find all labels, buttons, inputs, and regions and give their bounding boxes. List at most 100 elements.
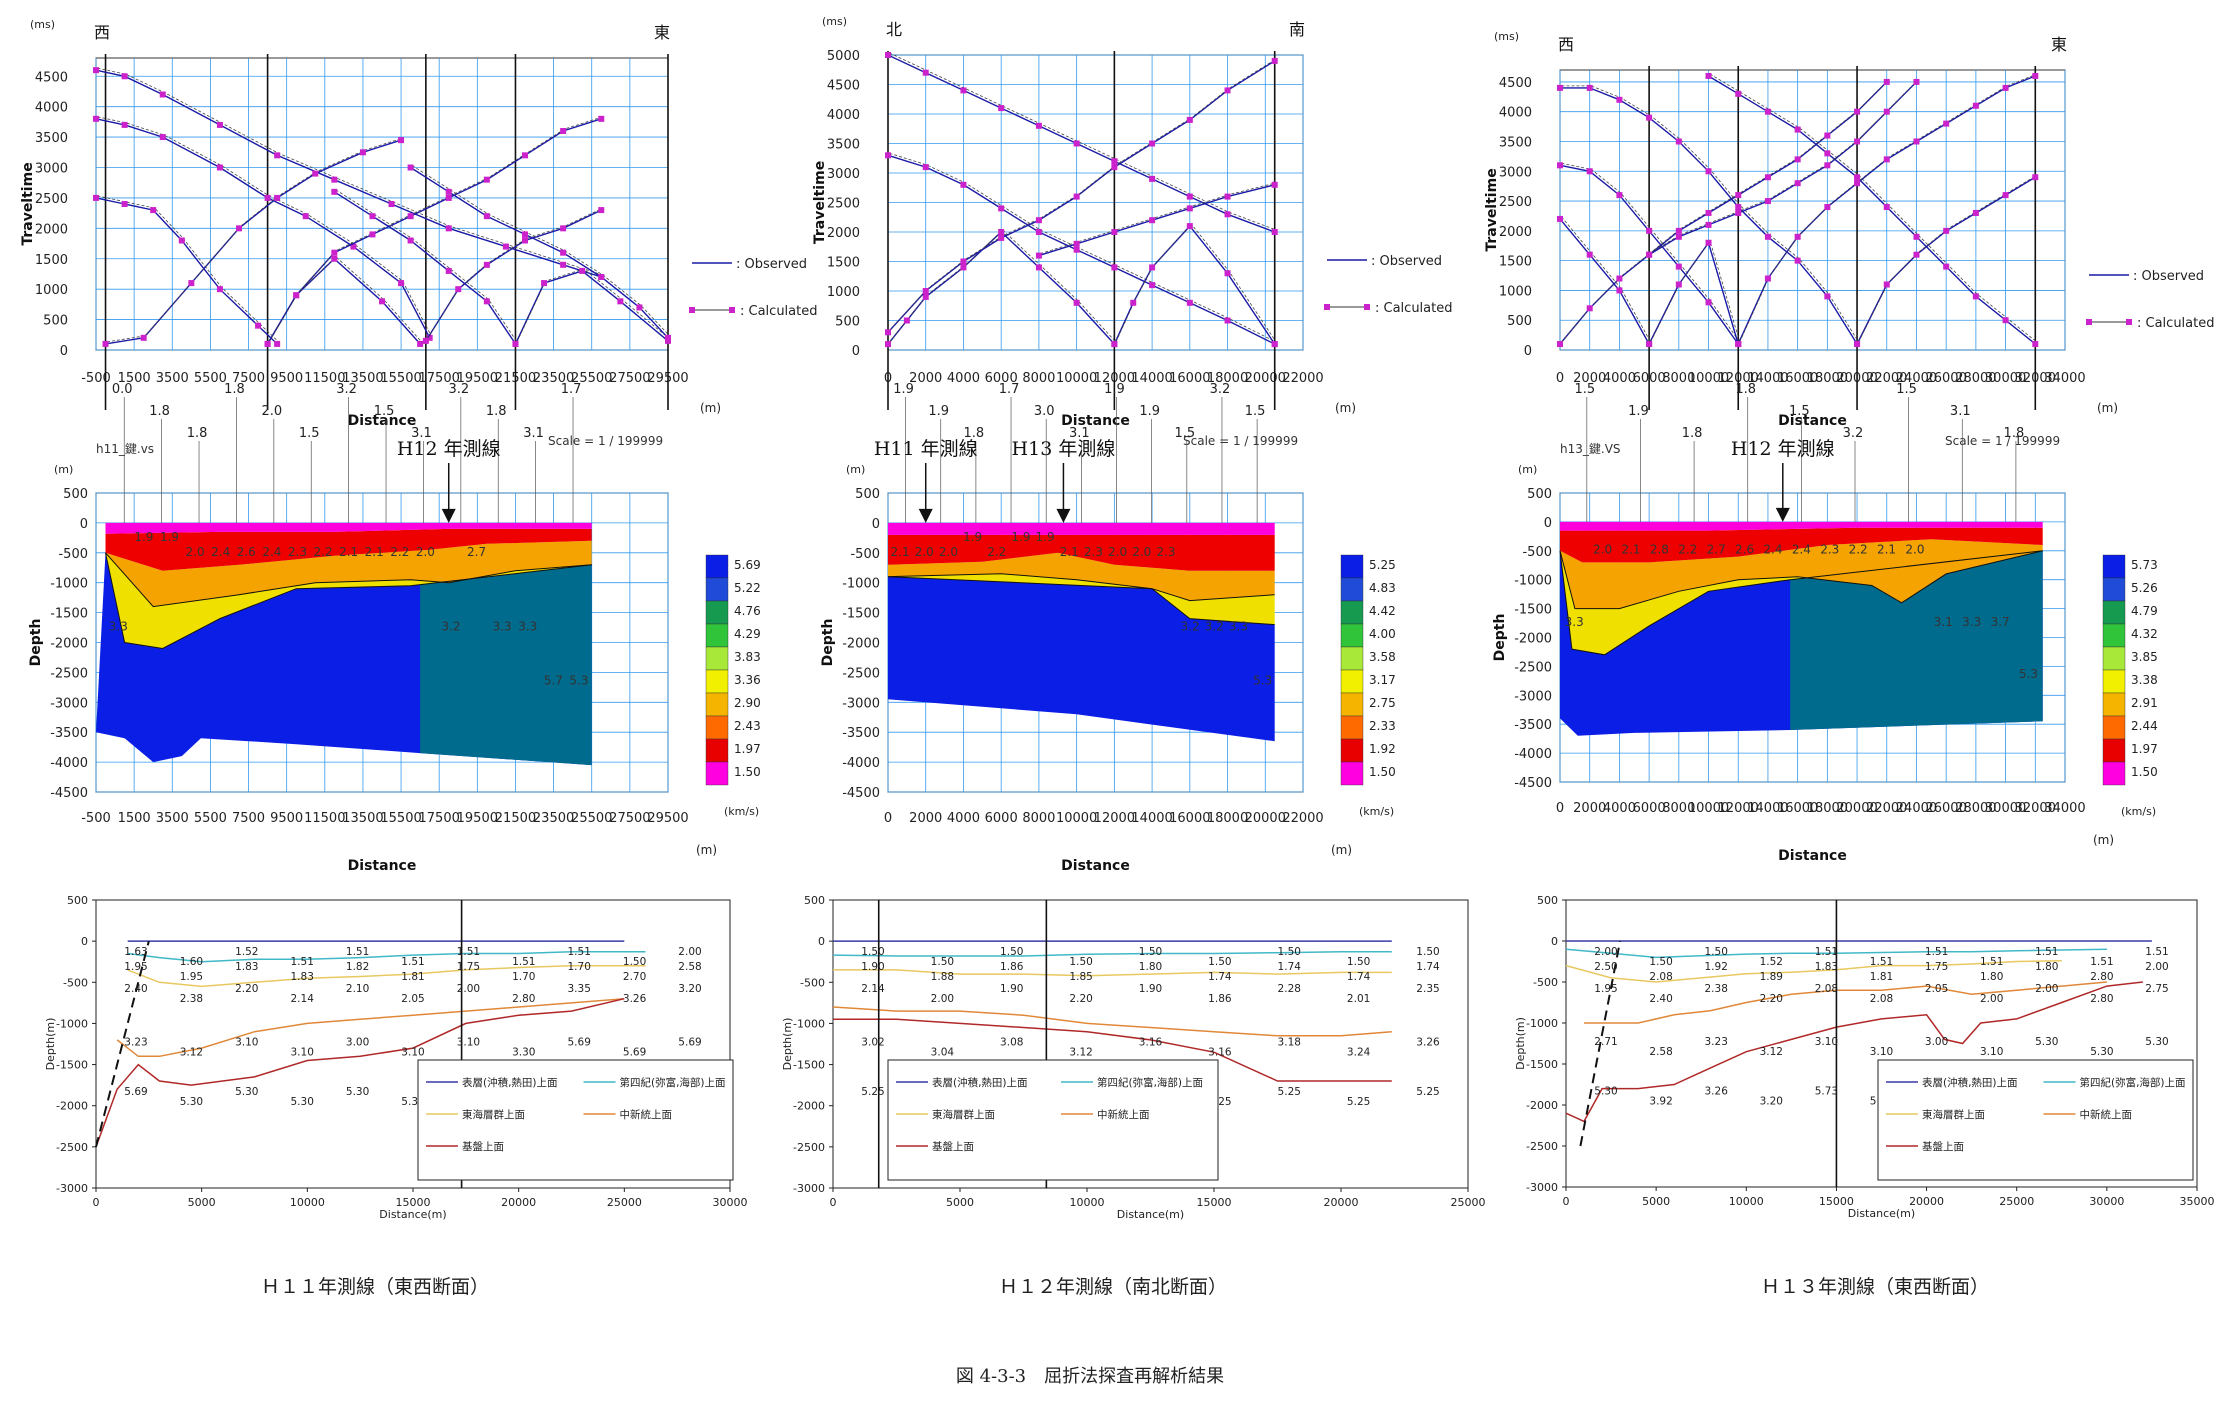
data-point <box>359 149 366 156</box>
data-point <box>2032 341 2039 348</box>
x-tick-label: 0 <box>830 1196 837 1209</box>
data-point <box>1883 204 1890 211</box>
data-point <box>1764 174 1771 181</box>
layer-velocity-label: 5.30 <box>180 1096 203 1108</box>
x-tick-label: 13500 <box>342 811 383 826</box>
layer-velocity-label: 2.38 <box>1705 983 1728 995</box>
y-tick-label: -2000 <box>842 637 880 652</box>
x-tick-label: 16000 <box>1777 371 1818 386</box>
layer-velocity-label: 2.58 <box>1649 1046 1672 1058</box>
data-point <box>1705 72 1712 79</box>
data-point <box>1271 229 1278 235</box>
layer-velocity-label: 5.69 <box>124 1086 147 1098</box>
data-point <box>1883 108 1890 115</box>
boundary-series <box>832 1006 1392 1037</box>
y-axis-label: Depth(m) <box>781 1018 794 1071</box>
layer-velocity-label: 2.80 <box>2090 971 2113 983</box>
x-tick-label: -500 <box>81 811 111 826</box>
x-tick-label: 22000 <box>1282 811 1323 826</box>
data-point <box>960 258 967 265</box>
y-tick-label: -3000 <box>1526 1181 1558 1194</box>
y-tick-label: 4500 <box>1499 76 1532 91</box>
data-point <box>1764 275 1771 282</box>
layer-velocity-label: 5.30 <box>2090 1046 2113 1058</box>
y-tick-label: 0 <box>80 517 88 532</box>
layer-velocity-label: 1.50 <box>1416 946 1439 958</box>
data-point <box>379 298 385 305</box>
data-point <box>426 334 433 341</box>
layer-velocity-label: 2.14 <box>861 983 885 995</box>
calculated-curve <box>268 256 422 343</box>
colorbar-label: 3.36 <box>734 673 761 687</box>
direction-right-label: 東 <box>654 23 670 42</box>
scale-label: Scale = 1 / 199999 <box>548 434 663 448</box>
boundary-series <box>127 951 646 963</box>
legend-observed-label: : Observed <box>736 257 807 272</box>
data-point <box>998 234 1005 241</box>
layer-velocity-label: 1.52 <box>235 946 258 958</box>
colorbar-label: 3.17 <box>1369 673 1396 687</box>
layer-velocity-label: 1.70 <box>568 961 591 973</box>
data-point <box>1913 251 1920 258</box>
layer-velocity-label: 2.10 <box>346 983 369 995</box>
x-tick-label: 22000 <box>1866 801 1907 816</box>
layer-velocity-label: 2.80 <box>2090 993 2113 1005</box>
data-point <box>903 317 910 324</box>
data-point <box>1854 138 1861 145</box>
y-tick-label: 500 <box>1537 894 1558 907</box>
x-unit: (m) <box>2093 833 2114 847</box>
data-point <box>388 201 395 207</box>
cell-velocity-label: 1.9 <box>1036 530 1055 544</box>
data-point <box>598 207 605 214</box>
layer-velocity-label: 5.25 <box>1278 1086 1301 1098</box>
layer-velocity-label: 2.00 <box>678 946 701 958</box>
calculated-curve <box>97 67 603 276</box>
layer-velocity-label: 1.74 <box>1278 961 1302 973</box>
layer-velocity-label: 1.83 <box>1815 961 1838 973</box>
layer-velocity-label: 5.69 <box>568 1037 591 1049</box>
legend-calculated-label: : Calculated <box>2137 316 2214 331</box>
colorbar-label: 4.83 <box>1369 581 1396 595</box>
layer-velocity-label: 1.95 <box>180 971 203 983</box>
x-tick-label: 7500 <box>232 811 265 826</box>
x-tick-label: 15000 <box>1197 1196 1232 1209</box>
data-point <box>1224 193 1231 200</box>
layer-velocity-label: 1.88 <box>931 971 954 983</box>
colorbar-label: 1.50 <box>2131 765 2158 779</box>
cell-velocity-label: 1.9 <box>160 530 179 544</box>
legend-calculated-label: : Calculated <box>740 304 817 319</box>
layer-velocity-label: 1.51 <box>1980 956 2003 968</box>
layer-velocity-label: 2.05 <box>401 993 424 1005</box>
y-tick-label: -2000 <box>793 1100 825 1113</box>
interval-velocity-label: 1.9 <box>893 382 914 397</box>
y-unit: (ms) <box>1494 30 1519 43</box>
layer-velocity-label: 1.74 <box>1416 961 1440 973</box>
y-tick-label: 2500 <box>1499 195 1532 210</box>
legend-label: 基盤上面 <box>462 1140 504 1153</box>
interval-velocity-label: 1.5 <box>374 404 395 419</box>
layer-velocity-label: 3.23 <box>1705 1036 1728 1048</box>
data-point <box>1186 223 1193 230</box>
colorbar-label: 2.90 <box>734 696 761 710</box>
y-tick-label: -1500 <box>50 607 88 622</box>
data-point <box>2002 317 2009 324</box>
x-tick-label: 23500 <box>533 371 574 386</box>
x-tick-label: 32000 <box>2015 801 2056 816</box>
cell-velocity-label: 2.2 <box>987 545 1006 559</box>
observed-curve <box>1559 81 1888 345</box>
cell-velocity-label: 2.0 <box>1905 543 1924 557</box>
boundary-series <box>1565 981 2143 1123</box>
colorbar-swatch <box>2102 646 2126 671</box>
x-tick-label: 26000 <box>1925 371 1966 386</box>
colorbar-unit: (km/s) <box>724 805 759 818</box>
interval-velocity-label: 3.1 <box>411 426 432 441</box>
interval-velocity-label: 3.2 <box>1210 382 1231 397</box>
legend-observed-label: : Observed <box>2133 269 2204 284</box>
x-tick-label: 30000 <box>1985 371 2026 386</box>
data-point <box>1824 204 1831 211</box>
y-tick-label: -2000 <box>50 637 88 652</box>
y-tick-label: 4000 <box>35 101 68 116</box>
data-point <box>1705 168 1712 175</box>
cell-velocity-label: 3.2 <box>1181 620 1200 634</box>
